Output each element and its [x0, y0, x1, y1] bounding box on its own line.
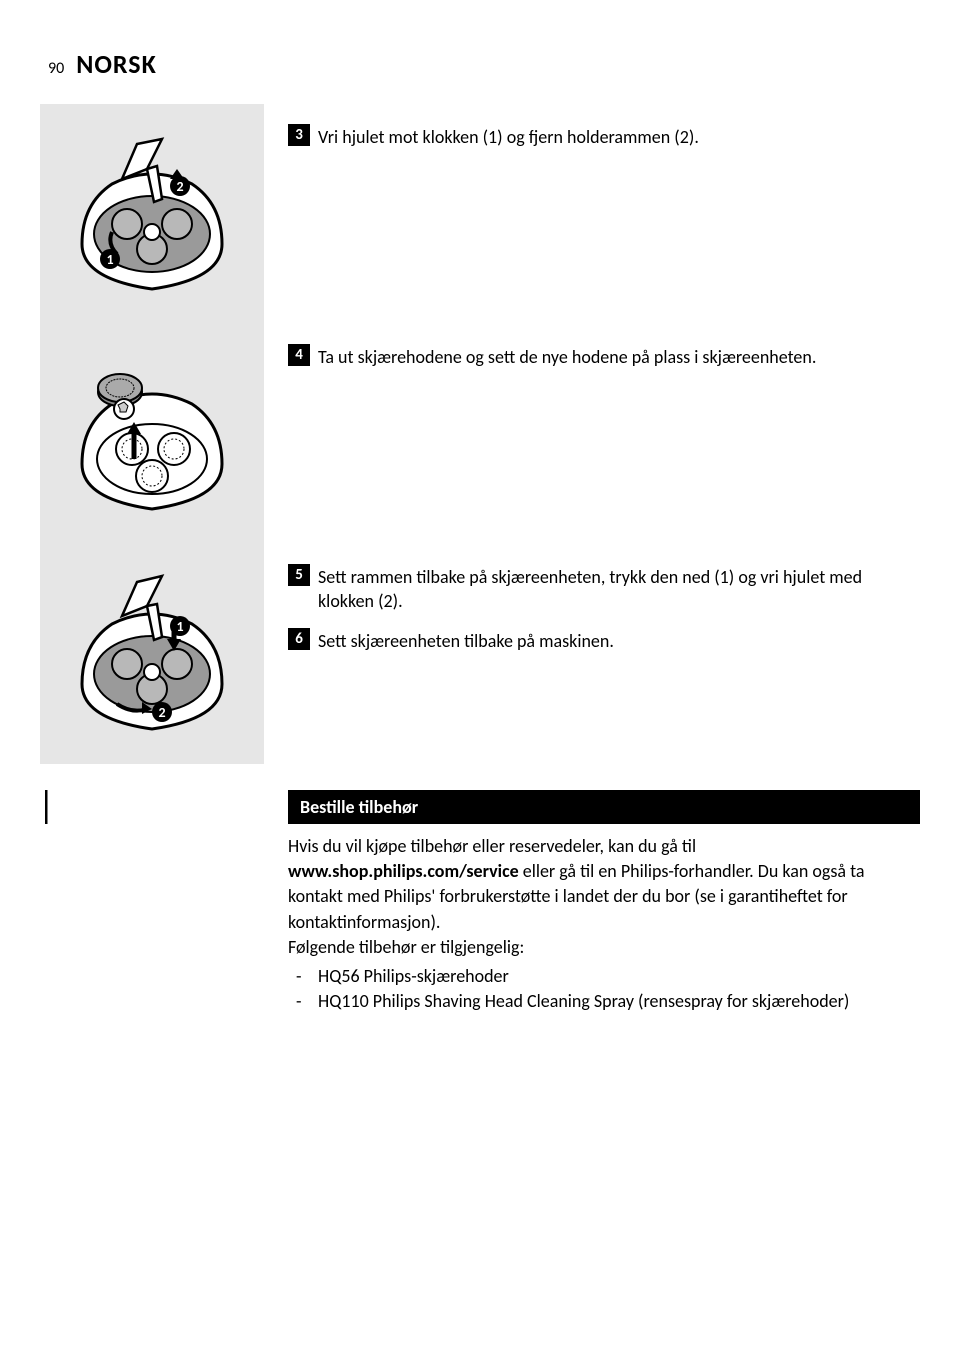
shaver-diagram-icon	[62, 344, 242, 524]
illustration-step-4	[40, 324, 264, 544]
shaver-diagram-icon: 1 2	[62, 564, 242, 744]
step-text: Sett skjæreenheten tilbake på maskinen.	[318, 628, 614, 653]
step-6: 6 Sett skjæreenheten tilbake på maskinen…	[288, 628, 920, 653]
step-3: 3 Vri hjulet mot klokken (1) og fjern ho…	[288, 124, 920, 149]
instruction-row-4: 4 Ta ut skjærehodene og sett de nye hode…	[40, 324, 920, 544]
step-5: 5 Sett rammen tilbake på skjæreenheten, …	[288, 564, 920, 614]
section-intro-bold-link: www.shop.philips.com/service	[288, 860, 519, 882]
list-item: HQ56 Philips-skjærehoder	[288, 964, 908, 989]
step-text: Ta ut skjærehodene og sett de nye hodene…	[318, 344, 816, 369]
page-title: NORSK	[76, 48, 157, 80]
step-number-badge: 5	[288, 564, 310, 586]
section-available-text: Følgende tilbehør er tilgjengelig:	[288, 935, 908, 960]
svg-text:2: 2	[176, 178, 183, 195]
instruction-row-3: 1 2 3 Vri hjulet mot klokken (1) og fjer…	[40, 104, 920, 324]
section-wrapper: Bestille tilbehør Hvis du vil kjøpe tilb…	[40, 790, 920, 1014]
accessories-list: HQ56 Philips-skjærehoder HQ110 Philips S…	[288, 964, 908, 1014]
svg-text:1: 1	[106, 251, 113, 268]
instruction-row-5-6: 1 2 5 Sett rammen tilbake på skjæreenhet…	[40, 544, 920, 764]
list-item: HQ110 Philips Shaving Head Cleaning Spra…	[288, 989, 908, 1014]
shaver-diagram-icon: 1 2	[62, 124, 242, 304]
instruction-text-5-6: 5 Sett rammen tilbake på skjæreenheten, …	[264, 544, 920, 667]
step-4: 4 Ta ut skjærehodene og sett de nye hode…	[288, 344, 920, 369]
instruction-text-4: 4 Ta ut skjærehodene og sett de nye hode…	[264, 324, 920, 383]
instruction-text-3: 3 Vri hjulet mot klokken (1) og fjern ho…	[264, 104, 920, 163]
step-number-badge: 3	[288, 124, 310, 146]
illustration-step-3: 1 2	[40, 104, 264, 324]
page-number: 90	[48, 59, 64, 78]
step-number-badge: 6	[288, 628, 310, 650]
section-intro-part1: Hvis du vil kjøpe tilbehør eller reserve…	[288, 835, 696, 857]
page-header: 90 NORSK	[48, 48, 157, 80]
content-area: 1 2 3 Vri hjulet mot klokken (1) og fjer…	[40, 104, 920, 1014]
section-heading: Bestille tilbehør	[288, 790, 920, 824]
section-body: Hvis du vil kjøpe tilbehør eller reserve…	[288, 834, 908, 1014]
step-text: Vri hjulet mot klokken (1) og fjern hold…	[318, 124, 699, 149]
svg-text:1: 1	[176, 618, 183, 635]
step-number-badge: 4	[288, 344, 310, 366]
illustration-step-5: 1 2	[40, 544, 264, 764]
step-text: Sett rammen tilbake på skjæreenheten, tr…	[318, 564, 920, 614]
svg-text:2: 2	[158, 704, 165, 721]
